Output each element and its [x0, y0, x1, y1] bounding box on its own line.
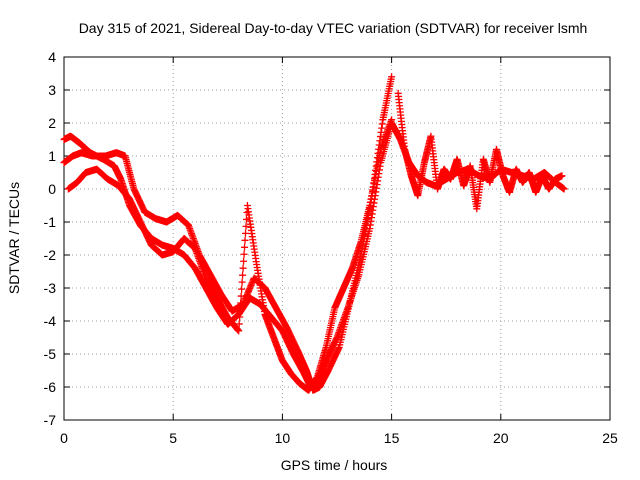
chart-title: Day 315 of 2021, Sidereal Day-to-day VTE…: [79, 20, 588, 36]
data-point: [241, 236, 249, 244]
y-tick-label: 0: [48, 181, 56, 197]
y-tick-label: -2: [44, 247, 57, 263]
data-point: [238, 278, 246, 286]
x-tick-label: 0: [60, 430, 68, 446]
y-tick-label: -6: [44, 379, 57, 395]
data-points: [60, 73, 568, 394]
data-point: [237, 299, 245, 307]
data-point: [235, 320, 243, 328]
data-point: [240, 257, 248, 265]
data-point: [238, 285, 246, 293]
data-point: [239, 264, 247, 272]
y-axis-label: SDTVAR / TECUs: [6, 182, 22, 294]
data-point: [236, 313, 244, 321]
data-point: [241, 243, 249, 251]
x-tick-label: 25: [602, 430, 618, 446]
data-point: [235, 327, 243, 335]
data-point: [388, 73, 396, 81]
x-tick-label: 5: [169, 430, 177, 446]
y-tick-label: -5: [44, 346, 57, 362]
data-point: [558, 172, 566, 180]
data-point: [240, 250, 248, 258]
data-point: [236, 306, 244, 314]
y-tick-label: 1: [48, 148, 56, 164]
data-point: [237, 292, 245, 300]
data-point: [560, 185, 568, 193]
x-tick-label: 20: [493, 430, 509, 446]
ticks: [63, 56, 611, 421]
x-tick-label: 10: [275, 430, 291, 446]
tick-labels: 0 5 10 15 20 25 -7 -6 -5 -4 -3 -2 -1 0 1 2 3 4: [44, 49, 618, 446]
y-tick-label: -4: [44, 313, 57, 329]
y-tick-label: 2: [48, 115, 56, 131]
data-point: [388, 116, 396, 124]
y-tick-label: 3: [48, 82, 56, 98]
y-tick-label: 4: [48, 49, 56, 65]
plot-frame: [63, 56, 611, 421]
x-tick-label: 15: [384, 430, 400, 446]
y-tick-label: -1: [44, 214, 57, 230]
y-tick-label: -3: [44, 280, 57, 296]
data-point: [242, 222, 250, 230]
data-point: [242, 229, 250, 237]
y-tick-label: -7: [44, 412, 57, 428]
data-point: [239, 271, 247, 279]
x-axis-label: GPS time / hours: [281, 457, 388, 473]
